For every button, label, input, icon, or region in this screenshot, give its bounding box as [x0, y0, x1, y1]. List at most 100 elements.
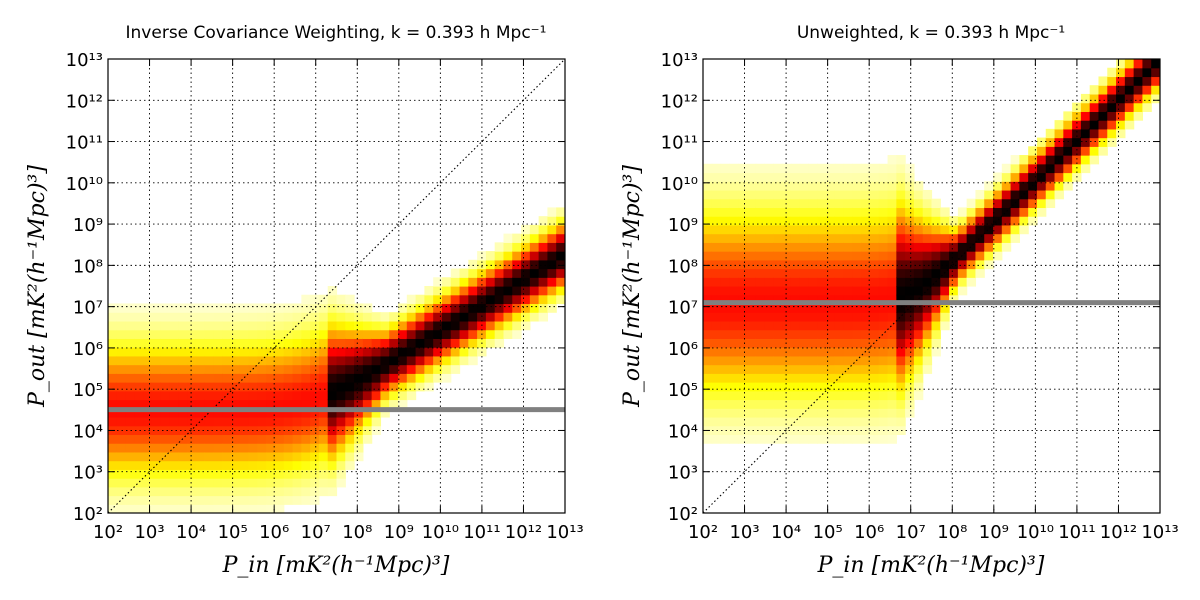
heatmap-cell	[187, 355, 197, 366]
heatmap-cell	[327, 312, 338, 322]
heatmap-cell	[169, 329, 179, 339]
heatmap-cell	[1080, 137, 1091, 147]
heatmap-cell	[521, 294, 531, 305]
heatmap-cell	[468, 355, 478, 366]
heatmap-cell	[222, 382, 232, 392]
heatmap-cell	[538, 286, 549, 296]
heatmap-cell	[790, 251, 801, 261]
heatmap-cell	[116, 495, 127, 505]
heatmap-cell	[521, 259, 531, 270]
heatmap-cell	[239, 478, 250, 488]
heatmap-cell	[213, 460, 223, 470]
heatmap-cell	[1133, 102, 1144, 112]
heatmap-cell	[764, 233, 774, 243]
heatmap-cell	[1010, 155, 1020, 165]
heatmap-cell	[521, 224, 531, 235]
heatmap-cell	[301, 329, 311, 339]
heatmap-cell	[415, 338, 425, 348]
heatmap-cell	[905, 224, 915, 235]
heatmap-cell	[354, 408, 364, 418]
heatmap-cell	[746, 294, 757, 305]
heatmap-cell	[799, 399, 810, 409]
heatmap-cell	[274, 355, 285, 366]
heatmap-cell	[869, 268, 880, 278]
heatmap-cell	[134, 303, 144, 313]
heatmap-cell	[477, 251, 487, 261]
heatmap-cell	[808, 286, 818, 296]
heatmap-cell	[1010, 207, 1020, 217]
heatmap-cell	[441, 373, 452, 383]
heatmap-cell	[905, 163, 915, 174]
heatmap-cell	[310, 425, 320, 436]
heatmap-cell	[301, 495, 311, 505]
heatmap-cell	[984, 189, 994, 200]
heatmap-cell	[108, 416, 118, 427]
heatmap-cell	[433, 286, 443, 296]
heatmap-cell	[125, 303, 135, 313]
y-tick-label: 10¹⁰	[661, 174, 698, 195]
heatmap-cell	[248, 434, 259, 444]
heatmap-cell	[790, 312, 801, 322]
heatmap-cell	[222, 320, 232, 331]
heatmap-cell	[896, 216, 906, 226]
heatmap-cell	[547, 294, 557, 305]
heatmap-cell	[826, 207, 836, 217]
heatmap-cell	[790, 181, 801, 191]
heatmap-cell	[861, 259, 871, 270]
heatmap-cell	[231, 338, 241, 348]
heatmap-cell	[310, 303, 320, 313]
heatmap-cell	[931, 347, 941, 357]
heatmap-cell	[1045, 128, 1056, 139]
heatmap-cell	[861, 286, 871, 296]
heatmap-cell	[799, 355, 810, 366]
heatmap-cell	[896, 416, 906, 427]
heatmap-cell	[764, 294, 774, 305]
heatmap-cell	[274, 338, 285, 348]
heatmap-cell	[905, 172, 915, 182]
heatmap-cell	[966, 207, 977, 217]
heatmap-cell	[406, 364, 417, 374]
heatmap-cell	[773, 224, 783, 235]
heatmap-cell	[826, 408, 836, 418]
heatmap-cell	[160, 425, 171, 436]
heatmap-cell	[301, 355, 311, 366]
heatmap-cell	[878, 181, 889, 191]
heatmap-cell	[852, 373, 862, 383]
heatmap-cell	[362, 303, 373, 313]
heatmap-cell	[790, 172, 801, 182]
heatmap-cell	[817, 198, 827, 209]
heatmap-cell	[729, 189, 739, 200]
heatmap-cell	[896, 364, 906, 374]
heatmap-cell	[913, 312, 924, 322]
heatmap-cell	[861, 338, 871, 348]
heatmap-cell	[817, 390, 827, 401]
heatmap-cell	[1080, 111, 1091, 121]
heatmap-cell	[869, 198, 880, 209]
heatmap-cell	[257, 408, 267, 418]
heatmap-cell	[808, 373, 818, 383]
heatmap-cell	[538, 224, 549, 235]
heatmap-cell	[711, 425, 722, 436]
x-tick-label: 10⁶	[854, 522, 884, 543]
heatmap-cell	[913, 207, 924, 217]
heatmap-cell	[345, 434, 355, 444]
heatmap-cell	[389, 399, 399, 409]
heatmap-cell	[773, 259, 783, 270]
heatmap-cell	[143, 478, 153, 488]
heatmap-cell	[310, 320, 320, 331]
heatmap-cell	[424, 294, 434, 305]
heatmap-cell	[720, 329, 730, 339]
heatmap-cell	[134, 399, 144, 409]
heatmap-cell	[746, 303, 757, 313]
heatmap-cell	[896, 198, 906, 209]
heatmap-cell	[345, 320, 355, 331]
heatmap-cell	[817, 189, 827, 200]
heatmap-cell	[808, 251, 818, 261]
heatmap-cell	[808, 198, 818, 209]
heatmap-cell	[896, 338, 906, 348]
heatmap-cell	[556, 251, 565, 261]
heatmap-cell	[512, 320, 522, 331]
heatmap-cell	[371, 355, 382, 366]
heatmap-cell	[424, 286, 434, 296]
heatmap-cell	[711, 294, 722, 305]
